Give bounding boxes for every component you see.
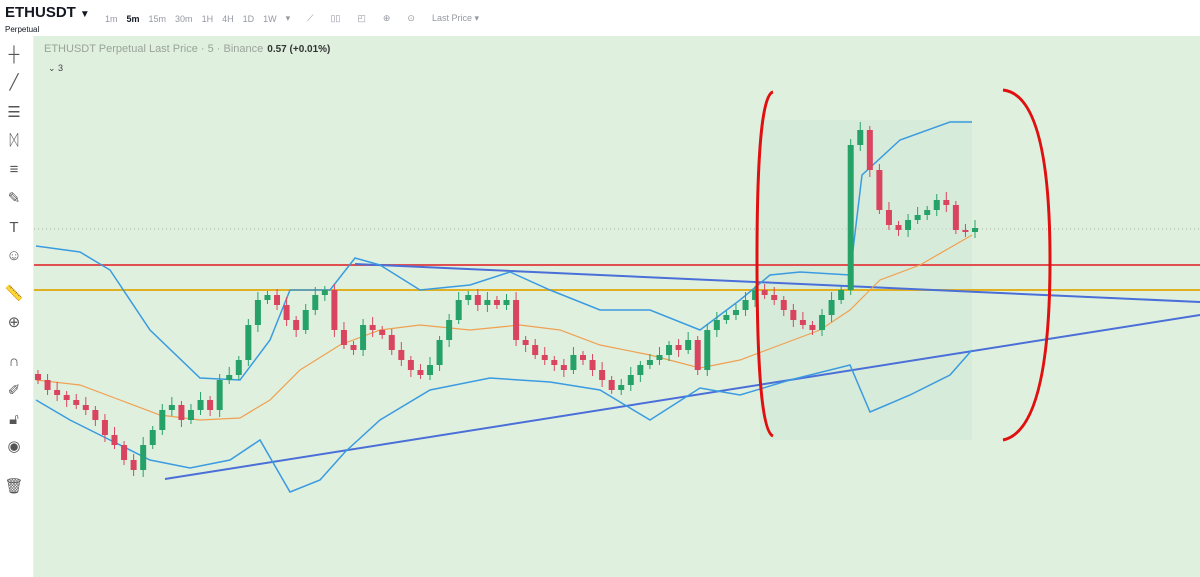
magnet-icon[interactable]: ∩	[8, 353, 20, 370]
legend-value: 0.57 (+0.01%)	[267, 44, 331, 55]
tf-5m[interactable]: 5m	[126, 13, 140, 24]
pattern-icon[interactable]: ᛞ	[9, 132, 19, 149]
legend-title: ETHUSDT Perpetual Last Price · 5 · Binan…	[44, 43, 264, 55]
trend-line-icon[interactable]: ╱	[9, 74, 19, 91]
price-type-selector[interactable]: Last Price ▾	[431, 13, 480, 23]
price-type-label: Last Price	[431, 13, 472, 23]
tf-4h[interactable]: 4H	[222, 13, 234, 24]
indicator-count: 3	[58, 63, 64, 73]
tf-1d[interactable]: 1D	[242, 13, 255, 24]
indicators-icon[interactable]: ⟋	[307, 13, 314, 23]
eye-icon[interactable]: ◉	[7, 438, 21, 455]
horizontal-lines-icon[interactable]: ☰	[7, 104, 21, 121]
chart-type-icon[interactable]: ▯▯	[330, 13, 341, 23]
add-icon[interactable]: ⊕	[382, 13, 391, 23]
emoji-icon[interactable]: ☺	[6, 247, 22, 264]
chart-area[interactable]	[34, 36, 1200, 577]
trash-icon[interactable]: 🗑︎	[4, 478, 24, 495]
tf-15m[interactable]: 15m	[148, 13, 167, 24]
ruler-icon[interactable]: 📏	[4, 285, 24, 302]
fib-icon[interactable]: ≡	[9, 161, 19, 178]
unlock-icon[interactable]: 🔓︎	[9, 411, 19, 428]
brush-icon[interactable]: ✎	[7, 190, 21, 207]
indicators-toggle[interactable]: ⌄ 3	[48, 63, 64, 73]
zoom-in-icon[interactable]: ⊕	[7, 314, 21, 331]
tf-30m[interactable]: 30m	[175, 13, 193, 24]
top-toolbar: ETHUSDT ▼ Perpetual 1m 5m 15m 30m 1H 4H 1…	[0, 0, 1200, 36]
symbol-name: ETHUSDT	[5, 4, 76, 21]
drawing-toolbar: ┼ ╱ ☰ ᛞ ≡ ✎ T ☺ 📏 ⊕ ∩ ✐ 🔓︎ ◉ 🗑︎	[0, 36, 34, 577]
crosshair-icon[interactable]: ┼	[8, 46, 20, 63]
chart-legend: ETHUSDT Perpetual Last Price · 5 · Binan…	[44, 43, 330, 55]
chevron-down-icon: ▼	[79, 9, 90, 20]
settings-icon[interactable]: ⊙	[407, 13, 415, 23]
symbol-selector[interactable]: ETHUSDT ▼	[5, 4, 90, 21]
tf-1h[interactable]: 1H	[201, 13, 214, 24]
more-timeframes-icon[interactable]: ▾	[285, 13, 291, 23]
text-icon[interactable]: T	[9, 219, 19, 236]
contract-type: Perpetual	[5, 25, 40, 34]
camera-icon[interactable]: ◰	[357, 13, 366, 23]
timeframe-bar: 1m 5m 15m 30m 1H 4H 1D 1W ▾ ⟋ ▯▯ ◰ ⊕ ⊙ L…	[105, 13, 479, 24]
tf-1w[interactable]: 1W	[263, 13, 277, 24]
lock-drawing-icon[interactable]: ✐	[7, 382, 21, 399]
tf-1m[interactable]: 1m	[105, 13, 118, 24]
